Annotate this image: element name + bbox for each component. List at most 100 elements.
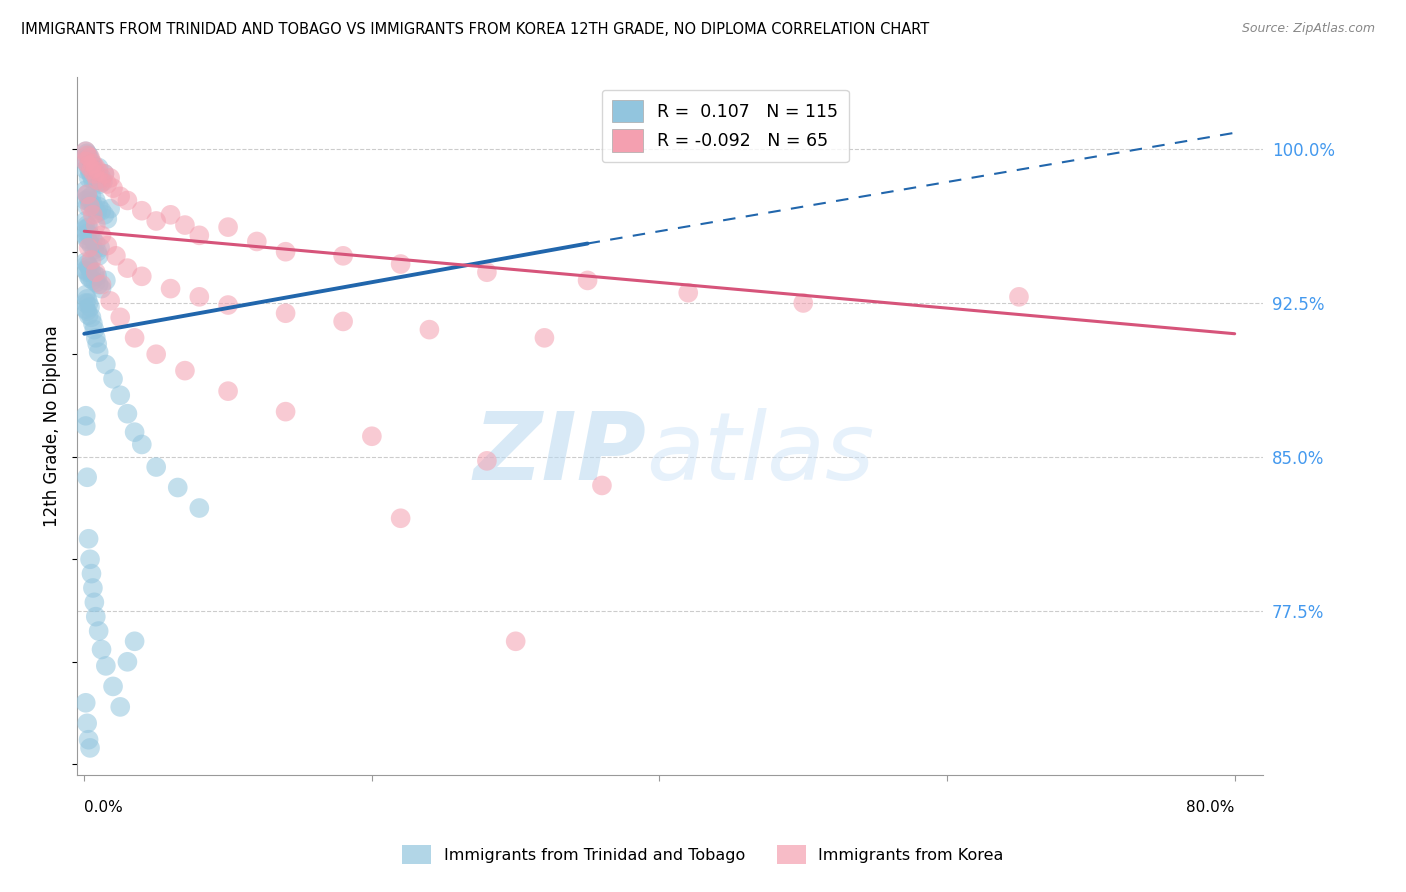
Point [84,218,107,232]
Point [77,296,100,310]
Point [75,145,97,159]
Point [124,425,146,439]
Point [792,296,814,310]
Legend: R =  0.107   N = 115, R = -0.092   N = 65: R = 0.107 N = 115, R = -0.092 N = 65 [602,89,849,162]
Point [79,271,101,285]
Point [332,314,354,328]
Point [79,195,101,210]
Point [83,323,105,337]
Legend: Immigrants from Trinidad and Tobago, Immigrants from Korea: Immigrants from Trinidad and Tobago, Imm… [396,838,1010,871]
Point [83,267,105,281]
Point [80,162,103,177]
Point [87,165,110,179]
Point [82,581,104,595]
Point [90,175,112,189]
Point [75,263,97,277]
Point [117,655,139,669]
Point [86,173,108,187]
Point [1008,290,1031,304]
Point [145,214,167,228]
Point [82,173,104,187]
Point [76,292,98,306]
Point [76,227,98,241]
Point [87,624,110,638]
Point [98,170,121,185]
Point [166,481,188,495]
Point [84,236,107,251]
Point [131,269,153,284]
Point [75,194,97,208]
Point [75,255,97,269]
Point [145,347,167,361]
Point [576,273,599,287]
Point [91,175,114,189]
Point [77,732,100,747]
Point [101,372,124,386]
Point [217,298,239,312]
Point [76,470,98,484]
Point [76,187,98,202]
Point [93,167,115,181]
Point [76,200,98,214]
Point [188,228,211,243]
Point [117,407,139,421]
Point [84,276,107,290]
Point [475,454,498,468]
Point [96,211,118,226]
Text: 0.0%: 0.0% [84,799,124,814]
Point [86,173,108,187]
Point [82,159,104,173]
Point [533,331,555,345]
Point [75,154,97,169]
Point [87,161,110,175]
Point [505,634,527,648]
Point [94,659,117,673]
Point [80,566,103,581]
Point [79,740,101,755]
Point [131,437,153,451]
Point [93,167,115,181]
Point [79,300,101,314]
Point [332,249,354,263]
Point [82,232,104,246]
Point [86,206,108,220]
Point [82,156,104,170]
Point [84,167,107,181]
Point [77,259,100,273]
Point [90,203,112,218]
Point [80,238,103,252]
Point [217,220,239,235]
Point [75,228,97,243]
Point [76,304,98,318]
Point [77,235,100,249]
Point [274,306,297,320]
Point [79,228,101,243]
Point [82,208,104,222]
Point [75,287,97,301]
Point [75,302,97,317]
Text: 80.0%: 80.0% [1187,799,1234,814]
Point [77,159,100,173]
Point [82,273,104,287]
Point [389,257,412,271]
Point [75,696,97,710]
Point [76,218,98,232]
Point [131,203,153,218]
Point [110,388,132,402]
Point [84,194,107,208]
Point [75,162,97,177]
Point [86,337,108,351]
Point [84,609,107,624]
Point [82,317,104,331]
Point [93,208,115,222]
Point [75,222,97,236]
Point [83,202,105,216]
Point [96,238,118,252]
Point [145,460,167,475]
Point [94,273,117,287]
Point [79,552,101,566]
Text: ZIP: ZIP [474,408,647,500]
Point [84,161,107,175]
Point [77,191,100,205]
Point [77,269,100,284]
